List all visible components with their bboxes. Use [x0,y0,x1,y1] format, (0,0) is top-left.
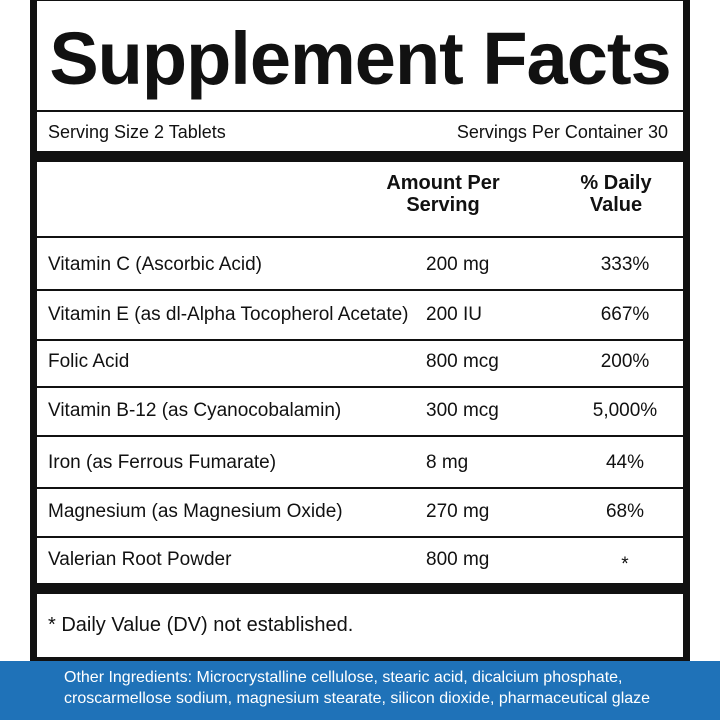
rule [37,289,683,291]
ingredient-name: Vitamin E (as dl-Alpha Tocopherol Acetat… [48,304,409,325]
label-border [30,0,690,664]
ingredient-name: Vitamin C (Ascorbic Acid) [48,254,262,275]
rule [37,386,683,388]
daily-value: 44% [605,452,645,473]
daily-value: * [621,554,629,575]
ingredients-band [0,661,720,720]
daily-value: 68% [605,501,645,522]
ingredient-name: Iron (as Ferrous Fumarate) [48,452,277,473]
amount: 200 mg [426,254,490,275]
amount: 200 IU [426,304,482,325]
amount: 800 mcg [426,351,499,372]
column-header: % Daily Value [580,172,652,216]
serving-size: Serving Size 2 Tablets [48,122,226,142]
daily-value: 5,000% [592,400,658,421]
rule [37,151,683,162]
ingredients-line: croscarmellose sodium, magnesium stearat… [64,690,651,707]
rule [37,487,683,489]
ingredients-line: Other Ingredients: Microcrystalline cell… [64,669,623,686]
ingredient-name: Valerian Root Powder [48,549,232,570]
ingredient-name: Folic Acid [48,351,130,372]
rule [37,236,683,238]
rule [37,435,683,437]
footnote: * Daily Value (DV) not established. [48,614,354,636]
ingredient-name: Magnesium (as Magnesium Oxide) [48,501,343,522]
amount: 800 mg [426,549,490,570]
column-header: Amount Per Serving [386,172,500,216]
daily-value: 667% [600,304,650,325]
title: Supplement Facts [49,17,671,100]
amount: 8 mg [426,452,469,473]
servings-per-container: Servings Per Container 30 [456,122,668,142]
rule [37,536,683,538]
ingredient-name: Vitamin B-12 (as Cyanocobalamin) [48,400,342,421]
daily-value: 333% [600,254,650,275]
daily-value: 200% [600,351,650,372]
amount: 300 mcg [426,400,499,421]
amount: 270 mg [426,501,490,522]
rule [37,339,683,341]
rule [37,110,683,112]
rule [37,583,683,594]
